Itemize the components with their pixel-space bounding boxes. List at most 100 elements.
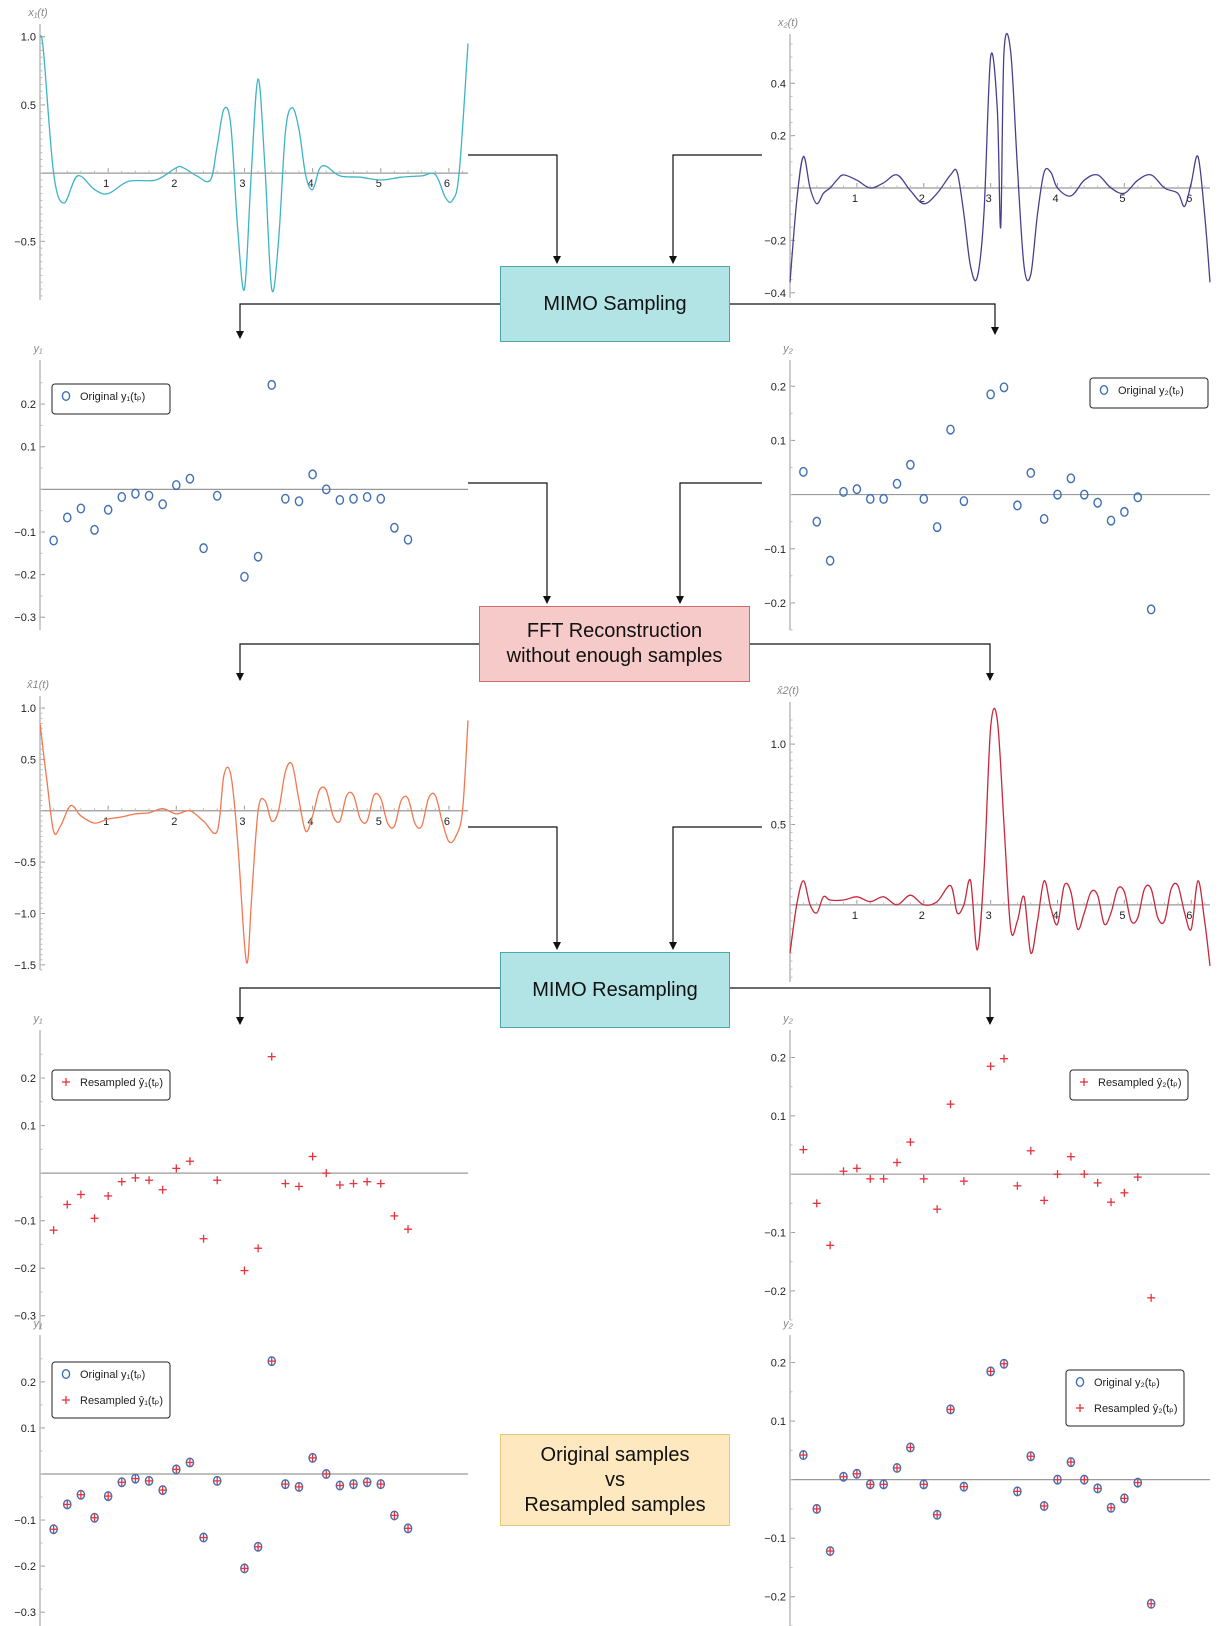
legend-marker-resampled — [1080, 1078, 1088, 1086]
original-point — [1013, 500, 1022, 511]
legend-y1: Original y₁(tₚ) — [51, 383, 171, 415]
legend-marker-original — [61, 1368, 71, 1379]
original-point — [1133, 492, 1143, 503]
connector-arrow — [730, 987, 994, 1025]
y-tick-label: 0.4 — [771, 78, 786, 90]
original-point — [62, 512, 72, 523]
resampled-point — [1053, 1475, 1062, 1484]
original-point — [1026, 467, 1036, 478]
connector-arrow — [236, 303, 500, 339]
x-tick-label: 3 — [986, 193, 992, 205]
resampled-point — [145, 1176, 154, 1185]
y-axis-label: x̂1(t) — [26, 679, 49, 691]
original-point — [946, 424, 955, 435]
chart-xhat2: x̂2(t) 1.0 0.5 1 2 3 4 5 6 — [771, 685, 1211, 982]
resampled-point — [363, 1478, 372, 1487]
chart-cmp2: y₂ 0.2 0.1 −0.1 −0.2 Original y₂(tₚ) Resampled… — [764, 1318, 1210, 1626]
resampled-point — [906, 1138, 915, 1147]
legend-entry-label: Resampled ŷ₂(tₚ) — [1098, 1077, 1182, 1089]
x-tick-label: 2 — [919, 910, 925, 922]
charts-layer: x₁(t) 1.0 0.5 −0.5 1 2 3 4 5 6 x₂(t) 0.4 0.2 −0.2 −0.4… — [14, 7, 1211, 1626]
series-line-x1 — [39, 35, 469, 293]
y-tick-label: 0.1 — [21, 442, 36, 454]
original-point — [267, 379, 277, 390]
resampled-point — [1013, 1487, 1022, 1496]
x-tick-label: 4 — [308, 178, 314, 190]
resampled-point — [1066, 1458, 1075, 1467]
y-axis-label: x₂(t) — [777, 17, 798, 29]
resampled-point — [866, 1480, 875, 1489]
connector-arrow — [669, 154, 762, 264]
series-line-xhat1 — [39, 720, 469, 964]
original-point — [103, 504, 113, 515]
resampled-point — [281, 1480, 290, 1489]
original-point — [799, 466, 808, 477]
resampled-point — [1093, 1178, 1102, 1187]
legend-entry-label: Original y₁(tₚ) — [80, 1369, 145, 1381]
y-tick-label: 0.1 — [771, 1416, 786, 1428]
y-tick-label: −0.3 — [14, 1311, 36, 1323]
x-tick-label: 2 — [171, 178, 177, 190]
y-axis-label: y₂ — [782, 1318, 794, 1330]
resampled-point — [185, 1157, 194, 1166]
x-tick-label: 6 — [1186, 910, 1192, 922]
resampled-point — [906, 1443, 915, 1452]
resampled-point — [131, 1474, 140, 1483]
fft-reconstruction-label-2: without enough samples — [506, 645, 723, 667]
x-tick-label: 1 — [852, 193, 858, 205]
legend-marker-original — [1075, 1376, 1085, 1387]
comparison-box: Original samples vs Resampled samples — [500, 1434, 730, 1526]
series-line-xhat2 — [789, 707, 1211, 966]
y-tick-label: −0.1 — [764, 544, 786, 556]
y-axis-label: y₁ — [33, 343, 44, 355]
resampled-point — [1133, 1173, 1142, 1182]
x-tick-label: 1 — [103, 816, 109, 828]
x-tick-label: 4 — [1052, 910, 1058, 922]
legend-marker-resampled — [62, 1078, 70, 1086]
resampled-point — [946, 1100, 955, 1109]
resampled-point — [986, 1367, 995, 1376]
y-tick-label: 0.1 — [771, 435, 786, 447]
original-point — [1106, 515, 1116, 526]
x-tick-label: 3 — [239, 816, 245, 828]
y-tick-label: −0.5 — [14, 857, 36, 869]
resampled-point — [49, 1226, 58, 1235]
resampled-point — [390, 1511, 399, 1520]
connector-arrow — [750, 643, 994, 681]
original-point — [1093, 497, 1102, 508]
resampled-point — [267, 1357, 276, 1366]
legend-entry-label: Original y₂(tₚ) — [1094, 1377, 1160, 1389]
resampled-point — [322, 1469, 331, 1478]
original-point — [986, 389, 995, 400]
y-tick-label: −0.2 — [764, 235, 786, 247]
y-tick-label: −1.5 — [14, 960, 36, 972]
x-tick-label: 2 — [171, 816, 177, 828]
original-point — [131, 488, 140, 499]
chart-cmp1: y₁ 0.2 0.1 −0.1 −0.2 −0.3 Original y₁(tₚ) Resam… — [14, 1318, 468, 1626]
y-tick-label: 0.5 — [771, 820, 786, 832]
resampled-point — [104, 1492, 113, 1501]
original-point — [90, 524, 99, 535]
resampled-point — [158, 1486, 167, 1495]
resampled-point — [1120, 1494, 1129, 1503]
original-point — [281, 493, 290, 504]
chart-y2: y₂ 0.2 0.1 −0.1 −0.2 Original y₂(tₚ) — [764, 343, 1210, 631]
original-point — [253, 551, 263, 562]
y-tick-label: 0.2 — [771, 1358, 786, 1370]
y-tick-label: −0.2 — [764, 1592, 786, 1604]
resampled-point — [172, 1465, 181, 1474]
resampled-point — [63, 1200, 72, 1209]
resampled-point — [199, 1533, 208, 1542]
resampled-point — [1107, 1503, 1116, 1512]
resampled-point — [349, 1179, 358, 1188]
legend-marker-original — [61, 391, 71, 402]
resampled-point — [404, 1225, 413, 1234]
original-point — [117, 492, 127, 503]
chart-xhat1: x̂1(t)1.00.5−0.5−1.0−1.51 2 3 4 5 6 — [14, 679, 469, 972]
resampled-point — [131, 1173, 140, 1182]
connector-arrow — [468, 826, 561, 950]
connector-arrow — [730, 303, 999, 335]
original-point — [906, 459, 915, 470]
y-tick-label: 0.1 — [771, 1111, 786, 1123]
